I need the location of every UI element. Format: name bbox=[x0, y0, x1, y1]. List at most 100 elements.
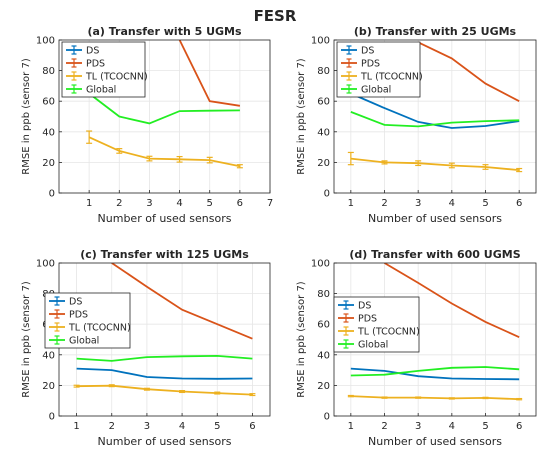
x-tick-label: 2 bbox=[381, 198, 387, 209]
x-tick-label: 4 bbox=[179, 421, 185, 432]
y-tick-label: 60 bbox=[317, 320, 330, 331]
series-line-pds bbox=[384, 263, 520, 339]
series-line-global bbox=[350, 366, 520, 377]
x-tick-label: 6 bbox=[237, 198, 243, 209]
x-axis-label: Number of used sensors bbox=[368, 212, 502, 225]
x-axis-label: Number of used sensors bbox=[98, 212, 232, 225]
x-tick-label: 2 bbox=[381, 421, 387, 432]
legend-item: DS bbox=[49, 296, 82, 308]
error-bar bbox=[236, 164, 243, 169]
error-bar bbox=[143, 387, 150, 391]
series-group bbox=[347, 41, 523, 173]
x-tick-label: 2 bbox=[109, 421, 115, 432]
chart-title: (a) Transfer with 5 UGMs bbox=[87, 25, 242, 38]
series-line-pds bbox=[417, 41, 520, 102]
legend-label: DS bbox=[86, 46, 99, 57]
legend: DS PDS TL (TCOCNN) Global bbox=[61, 41, 148, 98]
series-line-tl-tcocnn- bbox=[88, 136, 241, 168]
legend-label: PDS bbox=[361, 59, 380, 70]
y-axis-label: RMSE in ppb (sensor 7) bbox=[21, 281, 32, 398]
y-tick-label: 60 bbox=[42, 97, 55, 108]
legend-item: Global bbox=[338, 339, 388, 351]
legend-box bbox=[61, 41, 146, 98]
x-axis-label: Number of used sensors bbox=[98, 435, 232, 448]
chart-title: (b) Transfer with 25 UGMs bbox=[354, 25, 517, 38]
error-bar bbox=[448, 397, 455, 400]
error-bar bbox=[415, 396, 422, 399]
series-line-tl-tcocnn- bbox=[350, 395, 520, 401]
x-tick-label: 5 bbox=[482, 421, 488, 432]
x-tick-label: 3 bbox=[144, 421, 150, 432]
series-line-pds bbox=[111, 263, 253, 340]
x-tick-label: 7 bbox=[267, 198, 273, 209]
y-tick-label: 0 bbox=[324, 189, 330, 200]
legend-box bbox=[44, 292, 131, 349]
error-bar bbox=[347, 151, 354, 166]
x-tick-label: 1 bbox=[348, 421, 354, 432]
error-bar bbox=[381, 160, 388, 165]
x-tick-label: 5 bbox=[214, 421, 220, 432]
error-bar bbox=[86, 130, 93, 144]
error-bar bbox=[116, 148, 123, 154]
x-tick-label: 4 bbox=[449, 198, 455, 209]
legend-label: TL (TCOCNN) bbox=[85, 72, 148, 83]
error-bar bbox=[249, 393, 256, 397]
error-bar bbox=[482, 396, 489, 400]
legend-label: PDS bbox=[69, 310, 88, 321]
y-axis-label: RMSE in ppb (sensor 7) bbox=[296, 281, 307, 398]
error-bar bbox=[516, 397, 523, 401]
error-bar bbox=[516, 167, 523, 173]
legend-box bbox=[336, 41, 421, 98]
chart-panel-1: 1 2 3 4 5 6 7 0 20 40 60 80 100 (a) Transfer with 5 U… bbox=[21, 25, 273, 225]
x-tick-label: 3 bbox=[146, 198, 152, 209]
series-line-pds bbox=[178, 40, 241, 107]
y-tick-label: 20 bbox=[42, 381, 55, 392]
legend-label: Global bbox=[358, 340, 388, 351]
y-tick-label: 60 bbox=[317, 97, 330, 108]
x-tick-label: 3 bbox=[415, 421, 421, 432]
legend-label: PDS bbox=[358, 314, 377, 325]
error-bar bbox=[73, 384, 80, 388]
legend-item: Global bbox=[66, 84, 116, 96]
y-tick-label: 100 bbox=[36, 259, 55, 270]
y-tick-label: 100 bbox=[311, 36, 330, 47]
error-bar bbox=[146, 155, 153, 162]
x-axis-label: Number of used sensors bbox=[368, 435, 502, 448]
series-line-ds bbox=[350, 367, 520, 381]
series-line-global bbox=[88, 92, 240, 125]
error-bar bbox=[448, 162, 455, 169]
y-tick-label: 20 bbox=[317, 158, 330, 169]
series-group bbox=[347, 263, 523, 401]
x-tick-label: 1 bbox=[73, 421, 79, 432]
chart-title: (c) Transfer with 125 UGMs bbox=[80, 248, 249, 261]
y-axis-label: RMSE in ppb (sensor 7) bbox=[296, 58, 307, 175]
legend-item: TL (TCOCNN) bbox=[341, 71, 423, 83]
y-tick-label: 40 bbox=[317, 350, 330, 361]
legend-box bbox=[333, 296, 420, 353]
legend: DS PDS TL (TCOCNN) Global bbox=[336, 41, 423, 98]
y-tick-label: 80 bbox=[42, 66, 55, 77]
x-tick-label: 6 bbox=[249, 421, 255, 432]
series-line-global bbox=[76, 354, 253, 362]
legend-item: PDS bbox=[341, 58, 380, 70]
x-tick-label: 1 bbox=[348, 198, 354, 209]
y-tick-label: 40 bbox=[317, 127, 330, 138]
legend-item: DS bbox=[341, 45, 374, 57]
series-line-tl-tcocnn- bbox=[76, 384, 253, 396]
error-bar bbox=[176, 155, 183, 163]
legend: DS PDS TL (TCOCNN) Global bbox=[333, 296, 420, 353]
x-tick-label: 2 bbox=[116, 198, 122, 209]
legend-label: TL (TCOCNN) bbox=[68, 323, 131, 334]
error-bar bbox=[179, 390, 186, 394]
series-group bbox=[86, 40, 243, 169]
legend-label: Global bbox=[69, 336, 99, 347]
figure-title: FESR bbox=[254, 7, 297, 25]
legend-item: PDS bbox=[66, 58, 105, 70]
error-bar bbox=[415, 160, 422, 167]
error-bar bbox=[347, 394, 354, 398]
series-line-ds bbox=[76, 367, 253, 380]
